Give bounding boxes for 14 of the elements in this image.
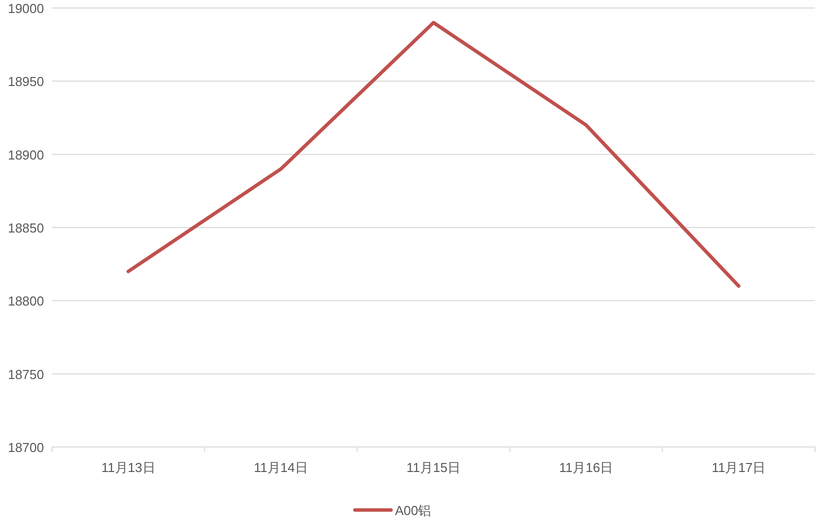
x-tick-label: 11月17日 — [712, 460, 766, 475]
x-tick-label: 11月13日 — [101, 460, 156, 475]
x-tick-label: 11月15日 — [406, 460, 460, 475]
y-tick-label: 18850 — [8, 220, 44, 236]
y-tick-label: 18750 — [8, 366, 44, 382]
y-tick-label: 18700 — [8, 440, 44, 455]
line-series — [126, 20, 740, 288]
y-tick-label: 18800 — [8, 294, 44, 309]
y-tick-label: 19000 — [8, 1, 44, 16]
x-tick-label: 11月16日 — [559, 460, 614, 475]
y-tick-label: 18900 — [8, 147, 44, 162]
legend-label: A00铝 — [395, 503, 432, 518]
x-tick-label: 11月14日 — [254, 460, 308, 475]
y-tick-label: 18950 — [8, 74, 44, 90]
